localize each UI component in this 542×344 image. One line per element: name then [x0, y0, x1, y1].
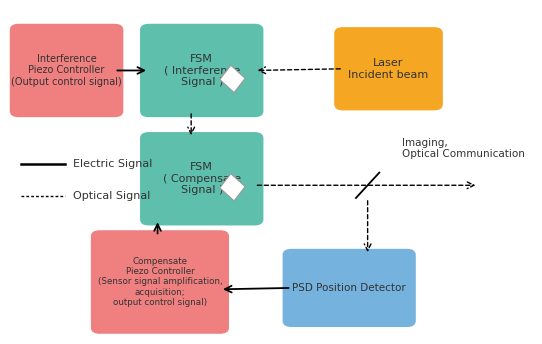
Text: PSD Position Detector: PSD Position Detector — [292, 283, 406, 293]
Text: Optical Signal: Optical Signal — [73, 191, 150, 201]
Polygon shape — [220, 65, 245, 93]
FancyBboxPatch shape — [334, 27, 443, 110]
FancyBboxPatch shape — [282, 249, 416, 327]
Text: Laser
Incident beam: Laser Incident beam — [349, 58, 429, 79]
Text: Compensate
Piezo Controller
(Sensor signal amplification,
acquisition;
output co: Compensate Piezo Controller (Sensor sign… — [98, 257, 222, 307]
FancyBboxPatch shape — [140, 132, 263, 225]
FancyBboxPatch shape — [140, 24, 263, 117]
Polygon shape — [220, 174, 245, 201]
Text: Electric Signal: Electric Signal — [73, 159, 152, 169]
FancyBboxPatch shape — [91, 230, 229, 334]
Text: Interference
Piezo Controller
(Output control signal): Interference Piezo Controller (Output co… — [11, 54, 122, 87]
Text: FSM
( Compensate
Signal ): FSM ( Compensate Signal ) — [163, 162, 241, 195]
Text: FSM
( Interference
Signal ): FSM ( Interference Signal ) — [164, 54, 240, 87]
FancyBboxPatch shape — [10, 24, 124, 117]
Text: Imaging,
Optical Communication: Imaging, Optical Communication — [402, 138, 525, 159]
